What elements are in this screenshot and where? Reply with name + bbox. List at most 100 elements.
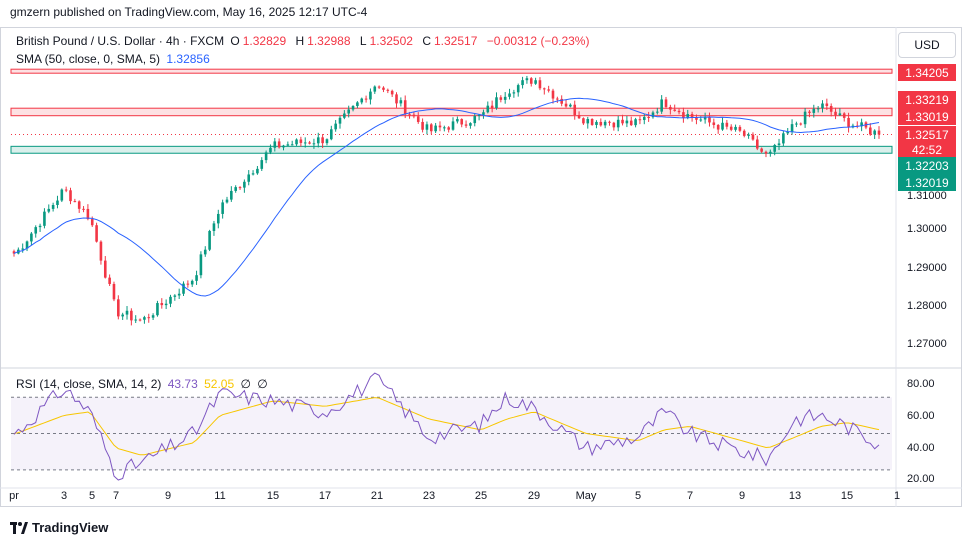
candle-body bbox=[103, 260, 107, 278]
candle-body bbox=[712, 122, 716, 125]
candle-body bbox=[134, 319, 138, 321]
candle-body bbox=[699, 119, 703, 121]
close-label: C bbox=[422, 34, 431, 48]
candle-body bbox=[686, 114, 690, 118]
candle-body bbox=[230, 190, 233, 200]
candle-body bbox=[490, 105, 494, 109]
x-tick-label: 21 bbox=[370, 490, 384, 502]
candle-body bbox=[282, 145, 285, 148]
candle-body bbox=[56, 200, 59, 206]
candle-body bbox=[769, 151, 772, 154]
low-label: L bbox=[359, 34, 367, 48]
candle-body bbox=[647, 117, 650, 119]
candle-body bbox=[429, 124, 433, 132]
price-tag-r1: 1.34205 bbox=[898, 64, 956, 81]
support-zone bbox=[10, 145, 893, 154]
candle-body bbox=[290, 144, 294, 146]
candle-body bbox=[373, 86, 377, 92]
candle-body bbox=[469, 123, 472, 126]
candle-body bbox=[508, 93, 511, 97]
candle-body bbox=[77, 201, 81, 209]
rsi-y-tick-label: 40.00 bbox=[907, 442, 935, 454]
candle-body bbox=[343, 113, 346, 118]
rsi-legend: RSI (14, close, SMA, 14, 2) 43.73 52.05 … bbox=[16, 377, 271, 391]
candle-body bbox=[173, 295, 177, 297]
candle-body bbox=[534, 80, 537, 84]
candle-body bbox=[82, 208, 85, 210]
sma-line bbox=[13, 97, 880, 297]
rsi-label[interactable]: RSI (14, close, SMA, 14, 2) bbox=[16, 377, 162, 391]
candle-body bbox=[786, 131, 790, 134]
candle-body bbox=[330, 129, 333, 140]
candle-body bbox=[642, 117, 646, 120]
candle-body bbox=[416, 116, 420, 122]
open-value: 1.32829 bbox=[242, 34, 287, 48]
candle-body bbox=[521, 80, 524, 86]
candle-body bbox=[434, 125, 437, 132]
candle-body bbox=[264, 152, 268, 161]
candle-body bbox=[677, 110, 681, 113]
candle-body bbox=[277, 141, 281, 148]
candle-body bbox=[538, 80, 542, 89]
candle-body bbox=[386, 89, 390, 91]
candle-body bbox=[38, 225, 42, 228]
candle-body bbox=[512, 92, 516, 94]
sma-legend: SMA (50, close, 0, SMA, 5) 1.32856 bbox=[16, 52, 213, 66]
candle-body bbox=[273, 141, 277, 148]
candle-body bbox=[482, 112, 485, 115]
candle-body bbox=[682, 112, 685, 118]
candle-body bbox=[443, 127, 446, 129]
candle-body bbox=[782, 133, 785, 144]
candle-body bbox=[734, 126, 737, 130]
candle-body bbox=[312, 143, 316, 145]
candle-body bbox=[664, 99, 668, 107]
candle-body bbox=[525, 78, 529, 81]
x-tick-label: 7 bbox=[112, 490, 120, 502]
resistance-zone bbox=[10, 107, 893, 117]
candle-body bbox=[764, 151, 768, 154]
candle-body bbox=[547, 89, 550, 91]
symbol-label[interactable]: British Pound / U.S. Dollar · 4h · FXCM bbox=[16, 34, 225, 48]
brand-name: TradingView bbox=[32, 520, 109, 535]
candle-body bbox=[208, 230, 211, 250]
candle-body bbox=[51, 205, 55, 209]
candle-body bbox=[356, 102, 359, 106]
candle-body bbox=[577, 115, 581, 119]
candle-body bbox=[447, 127, 450, 130]
rsi-value: 43.73 bbox=[167, 377, 198, 391]
candle-body bbox=[473, 116, 477, 124]
close-value: 1.32517 bbox=[433, 34, 478, 48]
candle-body bbox=[669, 106, 672, 110]
candle-body bbox=[516, 85, 520, 93]
candle-body bbox=[190, 280, 194, 285]
candle-body bbox=[112, 283, 116, 300]
candle-body bbox=[216, 213, 220, 224]
candle-body bbox=[477, 114, 481, 117]
candle-body bbox=[656, 111, 659, 113]
candle-body bbox=[182, 283, 185, 294]
candle-body bbox=[260, 160, 264, 169]
candle-body bbox=[603, 121, 607, 126]
candle-body bbox=[130, 310, 133, 321]
candle-body bbox=[829, 105, 833, 112]
candle-body bbox=[738, 126, 742, 131]
candle-body bbox=[564, 103, 568, 107]
candle-body bbox=[377, 86, 381, 88]
sma-value: 1.32856 bbox=[166, 52, 210, 66]
x-tick-label: 11 bbox=[214, 490, 226, 502]
x-tick-label: 5 bbox=[88, 490, 96, 502]
candle-body bbox=[803, 111, 807, 125]
candle-body bbox=[690, 114, 694, 118]
candle-body bbox=[108, 277, 111, 284]
candle-body bbox=[808, 111, 811, 113]
candle-body bbox=[73, 201, 77, 203]
sma-label[interactable]: SMA (50, close, 0, SMA, 5) bbox=[16, 52, 161, 66]
candle-body bbox=[390, 90, 394, 95]
candle-body bbox=[869, 127, 872, 135]
currency-button[interactable]: USD bbox=[898, 32, 956, 58]
candle-body bbox=[321, 137, 324, 144]
tradingview-logo[interactable]: TradingView bbox=[10, 520, 108, 535]
x-tick-label: pr bbox=[9, 490, 19, 502]
y-tick-label: 1.31000 bbox=[907, 190, 947, 202]
